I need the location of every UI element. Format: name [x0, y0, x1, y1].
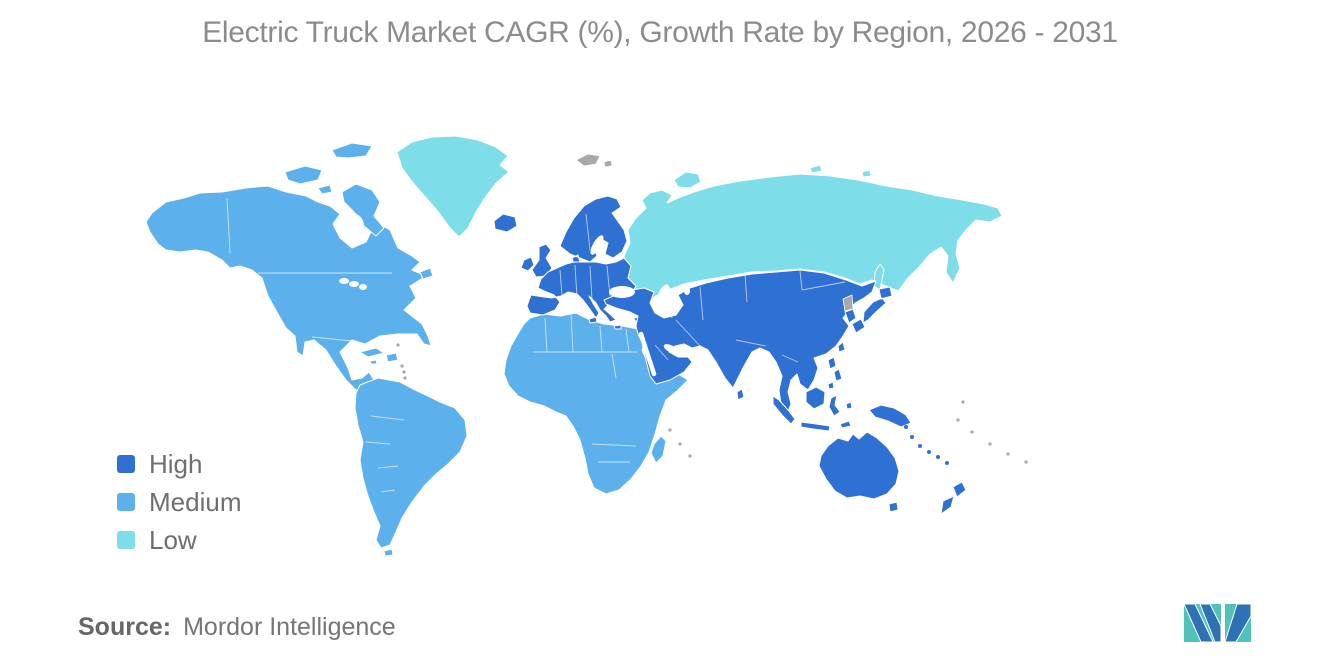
- region-greenland: [396, 135, 510, 238]
- region-north-america: [145, 185, 432, 403]
- region-canadian-arctic: [284, 142, 434, 280]
- region-asia-middle-east: [603, 269, 877, 415]
- region-indonesia: [772, 386, 853, 432]
- region-sri-lanka: [736, 388, 745, 401]
- logo-right-diagonal: [1224, 604, 1251, 643]
- region-madagascar: [650, 435, 667, 464]
- source-attribution: Source: Mordor Intelligence: [78, 613, 396, 642]
- region-russia: [623, 173, 1003, 307]
- region-new-zealand: [940, 481, 967, 515]
- region-svalbard: [575, 153, 613, 168]
- country-borders: [226, 197, 846, 493]
- region-africa: [503, 312, 689, 495]
- region-novaya-zemlya: [673, 171, 702, 189]
- region-new-guinea: [868, 404, 912, 428]
- legend-swatch-high: [117, 455, 135, 473]
- region-south-america: [354, 377, 468, 549]
- red-sea: [638, 331, 657, 377]
- logo-left-diagonal-2: [1199, 604, 1222, 643]
- source-value: Mordor Intelligence: [183, 613, 396, 641]
- chart-title: Electric Truck Market CAGR (%), Growth R…: [202, 16, 1118, 49]
- great-lakes: [349, 281, 359, 287]
- region-japan: [851, 286, 893, 334]
- map-low-regions: [396, 135, 1003, 307]
- region-tasmania: [888, 501, 899, 513]
- legend-label-high: High: [149, 449, 203, 479]
- legend-item-low: Low: [117, 527, 241, 553]
- small-islands-no-data: [396, 343, 1028, 464]
- region-taiwan: [837, 341, 846, 353]
- hudson-bay: [340, 213, 364, 239]
- legend: High Medium Low: [117, 451, 241, 553]
- region-tierra-del-fuego: [383, 548, 394, 557]
- aral-sea: [684, 287, 690, 295]
- legend-item-medium: Medium: [117, 489, 241, 515]
- map-water-overlays: [339, 213, 690, 377]
- region-caribbean: [359, 347, 399, 365]
- region-australia: [818, 431, 900, 500]
- great-lakes: [359, 284, 367, 290]
- great-lakes: [339, 278, 349, 284]
- region-north-korea: [842, 294, 854, 312]
- region-arctic-islands: [809, 164, 872, 178]
- mordor-intelligence-logo-icon: [1184, 604, 1251, 643]
- pacific-islands: [904, 425, 949, 465]
- map-high-regions: [493, 195, 967, 515]
- legend-label-low: Low: [149, 525, 197, 555]
- region-philippines: [827, 356, 843, 390]
- region-south-korea: [844, 308, 857, 324]
- baltic-sea: [590, 235, 604, 255]
- legend-swatch-medium: [117, 493, 135, 511]
- legend-swatch-low: [117, 531, 135, 549]
- logo-left-diagonal-1: [1184, 604, 1214, 643]
- legend-item-high: High: [117, 451, 241, 477]
- black-sea: [609, 286, 635, 298]
- map-medium-regions: [145, 142, 689, 557]
- legend-label-medium: Medium: [149, 487, 242, 517]
- source-label: Source:: [78, 613, 172, 641]
- persian-gulf: [663, 344, 679, 354]
- region-iceland: [493, 213, 518, 233]
- caspian-sea: [655, 284, 671, 312]
- map-nodata-regions: [396, 153, 1028, 464]
